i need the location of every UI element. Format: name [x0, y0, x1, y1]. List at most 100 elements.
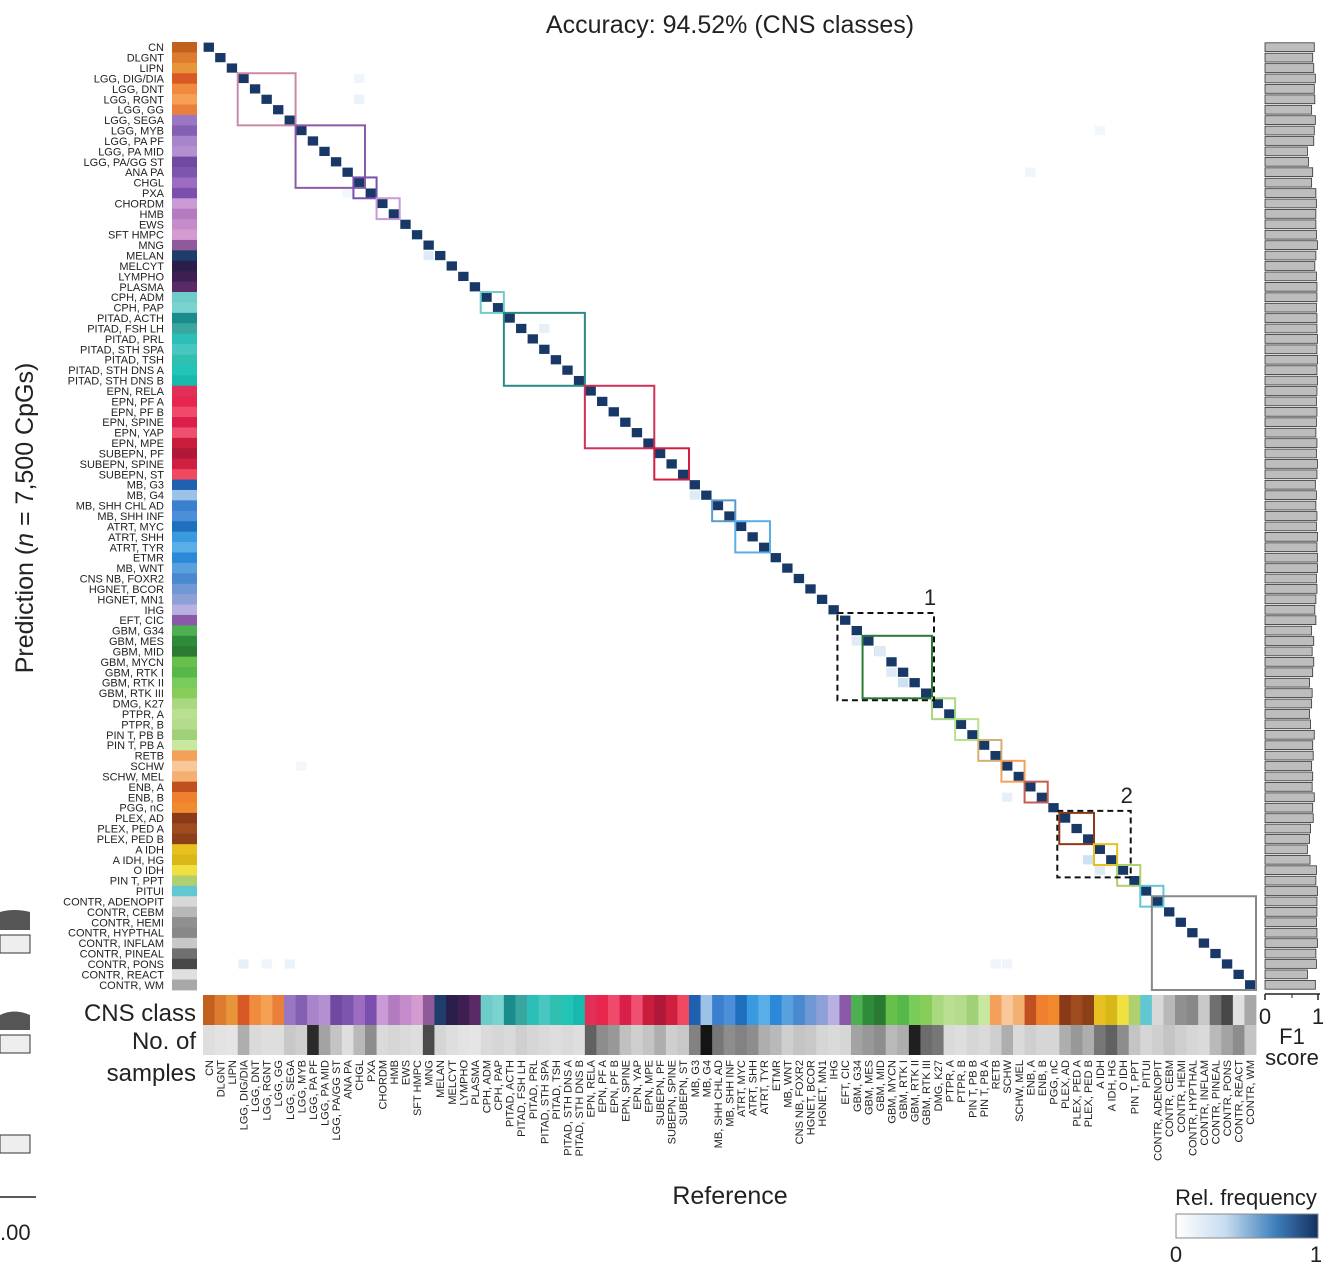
- col-label: PITAD, STH SPA: [539, 1059, 551, 1144]
- col-sample-count-cell: [515, 1025, 528, 1055]
- off-diagonal-cell: [689, 490, 700, 500]
- group-box: [1000, 759, 1026, 783]
- row-label: GBM, MID: [113, 646, 164, 658]
- off-diagonal-cell: [354, 94, 365, 104]
- f1-bar: [1264, 750, 1314, 761]
- f1-bar: [1264, 729, 1315, 740]
- f1-bar: [1264, 823, 1311, 834]
- row-class-swatch: [172, 823, 197, 835]
- f1-bar: [1264, 427, 1317, 438]
- diagonal-cell: [1071, 823, 1082, 834]
- col-label: ETMR: [771, 1060, 783, 1091]
- col-class-swatch: [1024, 995, 1037, 1025]
- row-label: GBM, RTK II: [102, 678, 164, 690]
- diagonal-cell: [770, 553, 781, 563]
- col-class-swatch: [978, 995, 991, 1025]
- f1-bar: [1264, 229, 1317, 240]
- diagonal-cell: [550, 355, 562, 365]
- row-class-swatch: [172, 375, 197, 387]
- row-class-swatch: [172, 250, 197, 262]
- row-class-swatch: [172, 885, 197, 897]
- f1-bar: [1264, 250, 1317, 261]
- diagonal-cell: [354, 178, 365, 188]
- diagonal-cell: [921, 688, 932, 698]
- diagonal-cell: [516, 323, 527, 334]
- col-label: SUBEPN, ST: [678, 1060, 690, 1126]
- col-label: SUBEPN, PF: [655, 1060, 667, 1126]
- diagonal-cell: [735, 521, 747, 532]
- off-diagonal-cell: [897, 678, 909, 688]
- col-label: ANA PA: [343, 1059, 355, 1099]
- row-label: A IDH: [135, 844, 164, 856]
- col-class-swatch: [446, 995, 458, 1025]
- row-class-swatch: [172, 156, 197, 168]
- col-label: EPN, MPE: [644, 1060, 656, 1113]
- off-diagonal-cell: [874, 646, 886, 657]
- col-sample-count-cell: [584, 1025, 597, 1055]
- col-sample-count-cell: [434, 1025, 447, 1055]
- col-sample-count-cell: [851, 1025, 863, 1055]
- col-sample-count-cell: [920, 1025, 933, 1055]
- diagonal-cell: [1210, 948, 1221, 959]
- col-class-swatch: [596, 995, 609, 1025]
- row-label: EPN, MPE: [111, 438, 164, 450]
- col-class-swatch: [260, 995, 273, 1025]
- diagonal-cell: [782, 563, 793, 573]
- col-class-swatch: [746, 995, 759, 1025]
- row-label: MB, SHH CHL AD: [76, 501, 164, 513]
- col-sample-count-cell: [1059, 1025, 1072, 1055]
- row-class-swatch: [172, 604, 197, 616]
- col-class-swatch: [885, 995, 898, 1025]
- diagonal-cell: [458, 271, 469, 282]
- f1-bar: [1264, 615, 1317, 625]
- f1-bar: [1264, 375, 1318, 386]
- row-class-swatch: [172, 771, 197, 783]
- f1-bar: [1264, 42, 1315, 53]
- col-class-swatch: [908, 995, 921, 1025]
- col-sample-count-cell: [908, 1025, 921, 1055]
- col-class-swatch: [654, 995, 667, 1025]
- col-sample-count-cell: [330, 1025, 343, 1055]
- col-class-swatch: [608, 995, 620, 1025]
- group-box: [711, 499, 737, 523]
- col-sample-count-cell: [214, 1025, 227, 1055]
- col-class-swatch: [1221, 995, 1234, 1025]
- row-class-swatch: [172, 635, 197, 647]
- col-sample-count-cell: [492, 1025, 505, 1055]
- f1-bar: [1264, 844, 1308, 855]
- f1-bar: [1264, 532, 1318, 542]
- row-class-swatch: [172, 927, 197, 939]
- group-boxes: 12: [236, 72, 1257, 991]
- diagonal-cell: [539, 344, 550, 354]
- col-sample-count-cell: [1209, 1025, 1222, 1055]
- col-class-swatch: [989, 995, 1002, 1025]
- row-class-swatch: [172, 958, 197, 970]
- col-sample-count-cell: [422, 1025, 435, 1055]
- col-label: ATRT, SHH: [748, 1060, 760, 1116]
- colorbar: Rel. frequency 0 1: [1170, 1185, 1322, 1264]
- left-edge-fragment: .00: [0, 910, 36, 1245]
- group-box: [653, 447, 690, 481]
- row-class-swatch: [172, 83, 197, 95]
- col-class-swatch: [353, 995, 366, 1025]
- row-label: PXA: [142, 188, 165, 200]
- col-label: LGG, DIG/DIA: [239, 1059, 251, 1130]
- col-sample-count-cell: [1244, 1025, 1257, 1055]
- dashed-box-label: 1: [924, 585, 936, 610]
- f1-bar: [1264, 625, 1313, 636]
- row-label: CONTR, PONS: [88, 959, 164, 971]
- f1-bar: [1264, 563, 1318, 573]
- diagonal-cell: [1152, 896, 1163, 907]
- col-class-swatch: [214, 995, 227, 1025]
- f1-bar: [1264, 948, 1317, 959]
- row-label: MELAN: [126, 251, 164, 263]
- col-sample-count-cell: [1232, 1025, 1245, 1055]
- col-class-swatch: [203, 995, 215, 1025]
- col-class-swatch: [897, 995, 910, 1025]
- f1-bar: [1264, 354, 1318, 365]
- col-sample-count-cell: [561, 1025, 574, 1055]
- col-sample-count-cell: [1001, 1025, 1014, 1055]
- row-class-swatch: [172, 937, 197, 949]
- f1-bar: [1264, 104, 1313, 115]
